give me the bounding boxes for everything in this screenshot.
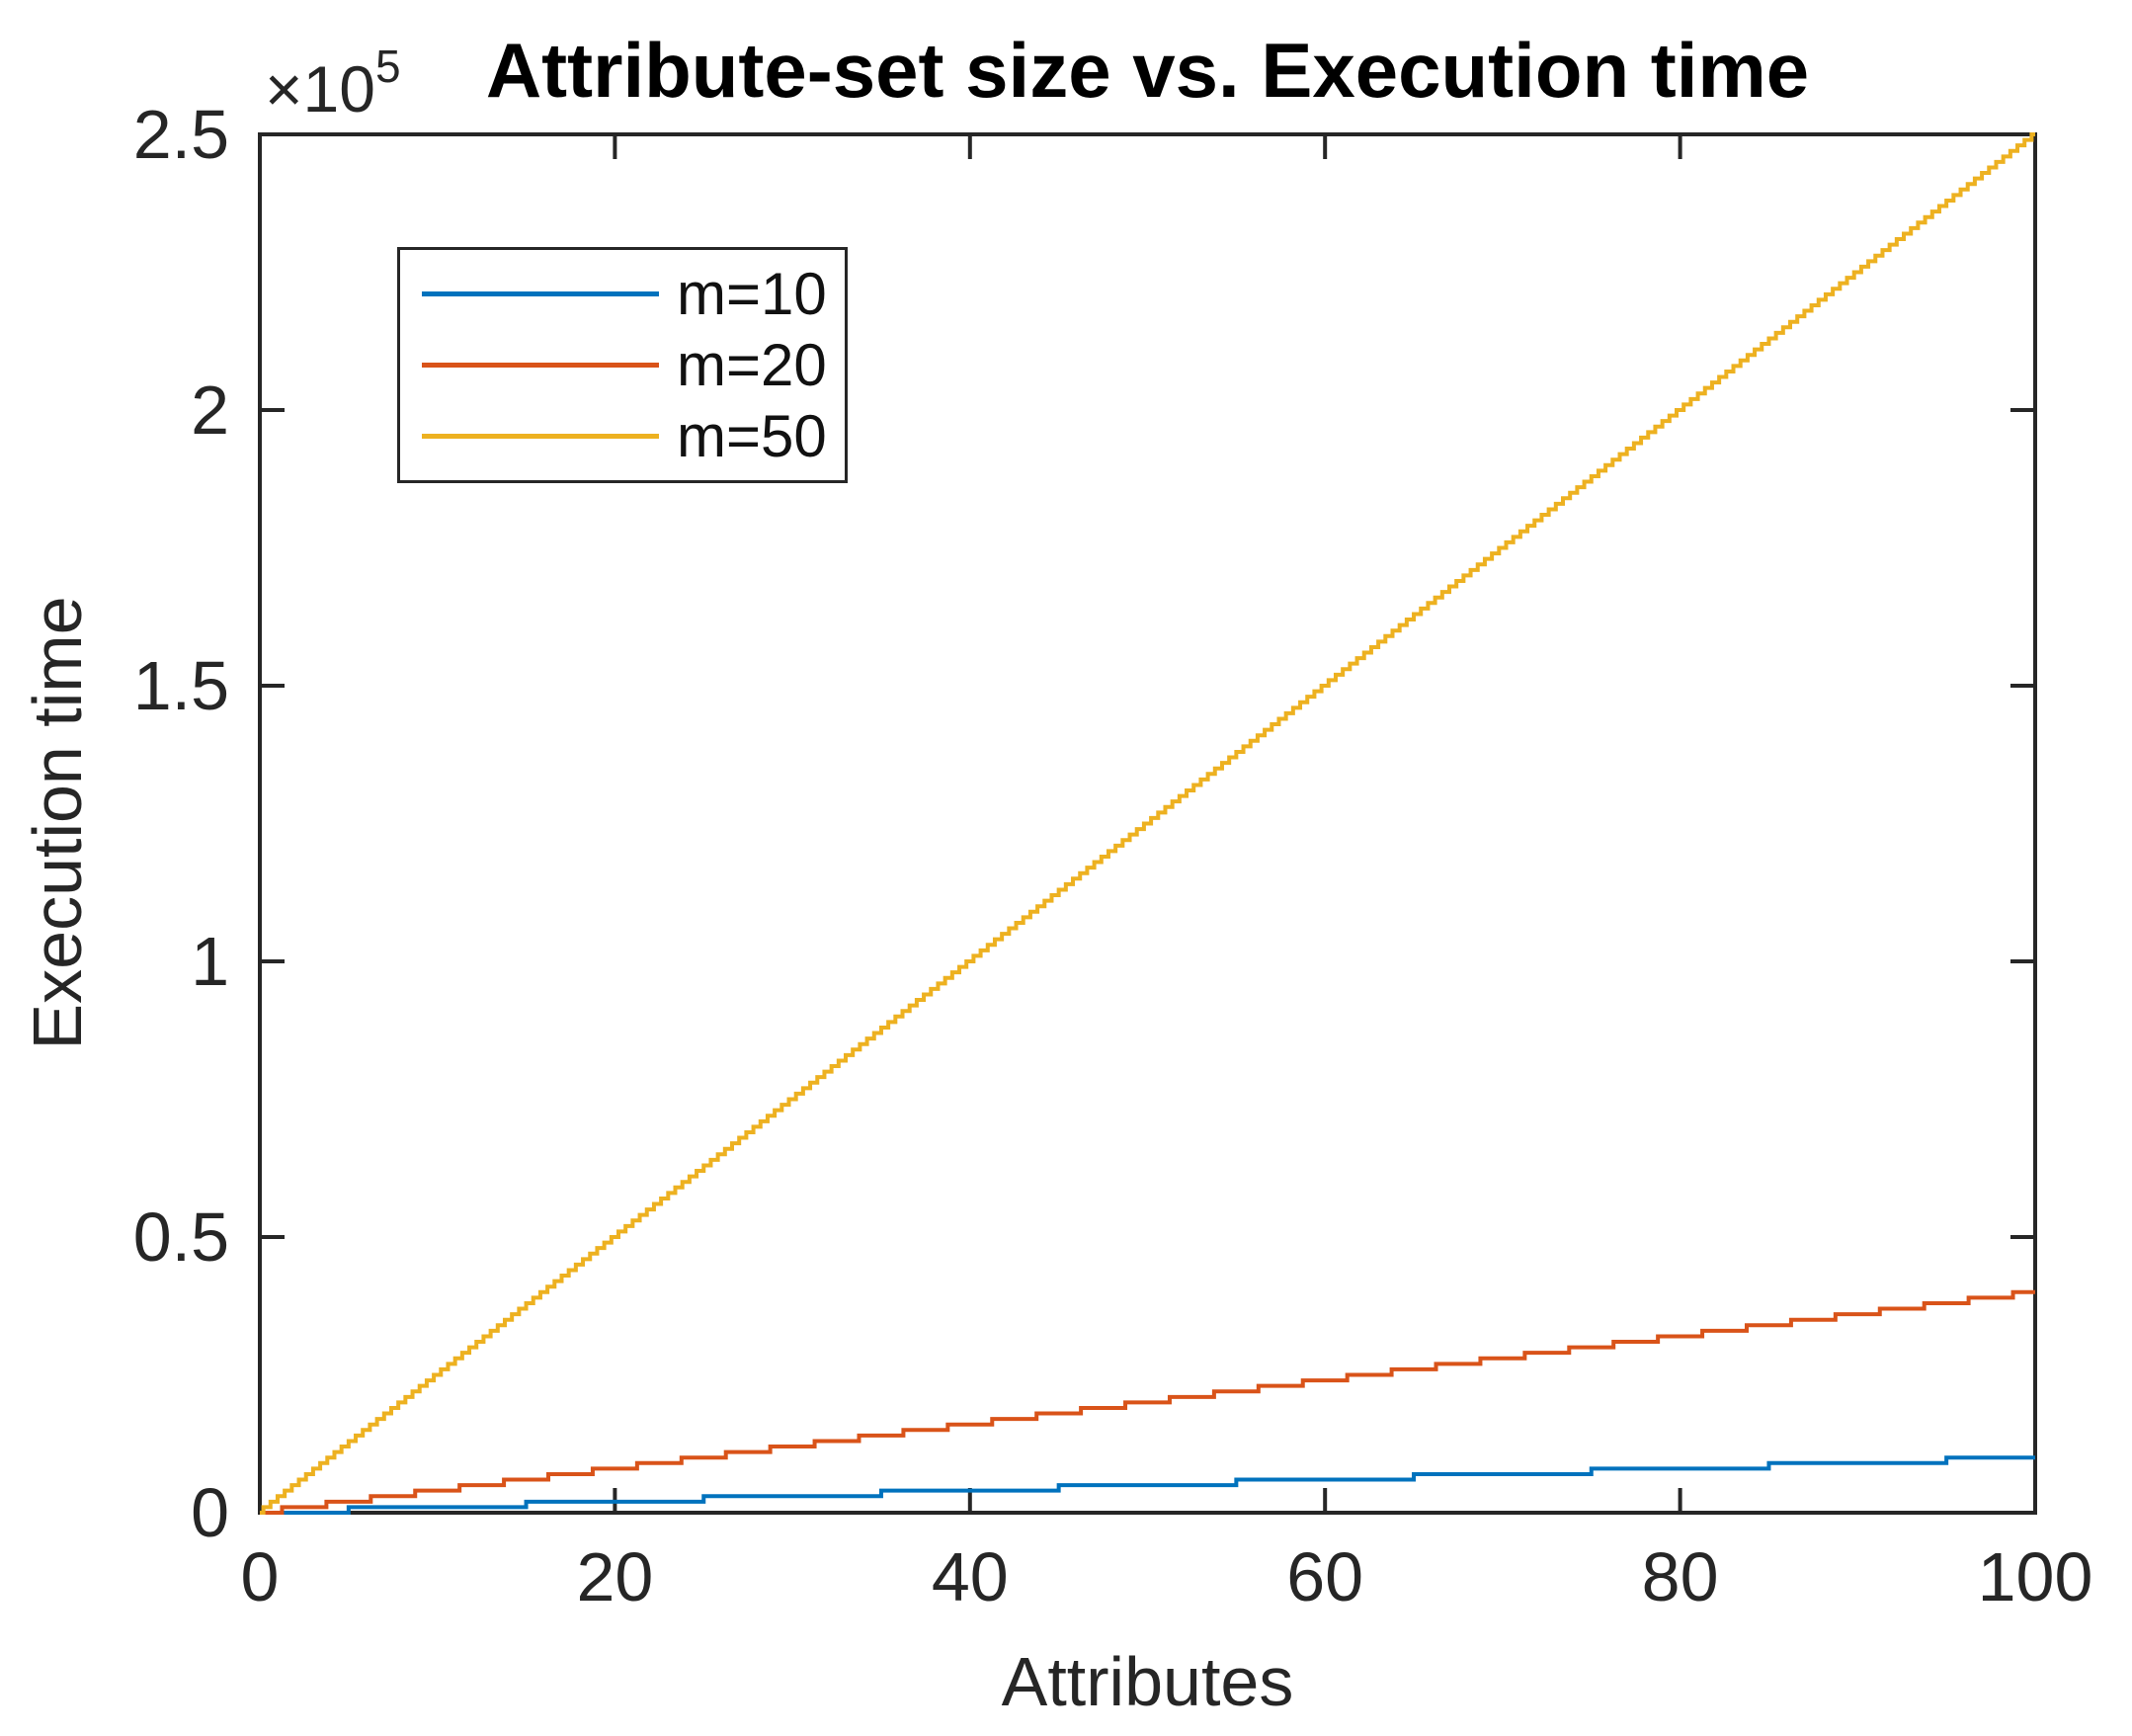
- x-axis-label: Attributes: [1001, 1643, 1294, 1720]
- legend-line-sample-m10: [422, 290, 659, 296]
- legend-line-sample-m20: [422, 362, 659, 368]
- legend-line-sample-m50: [422, 434, 659, 440]
- legend-label-m50: m=50: [677, 403, 827, 470]
- legend-item-m50: m=50: [400, 402, 845, 470]
- y-axis-label: Execution time: [19, 596, 96, 1050]
- y-axis-multiplier-base: ×10: [265, 52, 375, 125]
- y-tick-label-1.5: 1.5: [132, 647, 229, 724]
- y-tick-label-2.5: 2.5: [132, 96, 229, 173]
- legend-label-m10: m=10: [677, 260, 827, 327]
- y-axis-multiplier: ×105: [265, 41, 401, 126]
- x-tick-label-80: 80: [1641, 1538, 1719, 1615]
- x-tick-label-60: 60: [1286, 1538, 1364, 1615]
- series-line-m=50: [260, 132, 2035, 1515]
- y-axis-multiplier-exponent: 5: [374, 41, 401, 92]
- x-tick-label-0: 0: [240, 1538, 280, 1615]
- legend: m=10 m=20 m=50: [397, 247, 848, 483]
- legend-item-m20: m=20: [400, 331, 845, 399]
- y-tick-label-2: 2: [191, 372, 229, 449]
- chart-title: Attribute-set size vs. Execution time: [485, 27, 1810, 114]
- axes-box: [258, 132, 2037, 1515]
- series-line-m=20: [260, 1289, 2035, 1515]
- x-tick-label-40: 40: [931, 1538, 1009, 1615]
- y-tick-label-0: 0: [191, 1474, 229, 1551]
- legend-label-m20: m=20: [677, 331, 827, 398]
- x-tick-label-100: 100: [1977, 1538, 2093, 1615]
- legend-item-m10: m=10: [400, 260, 845, 328]
- y-tick-label-0.5: 0.5: [132, 1199, 229, 1276]
- y-tick-label-1: 1: [191, 923, 229, 1000]
- x-tick-label-20: 20: [576, 1538, 654, 1615]
- series-line-m=10: [260, 1455, 2035, 1515]
